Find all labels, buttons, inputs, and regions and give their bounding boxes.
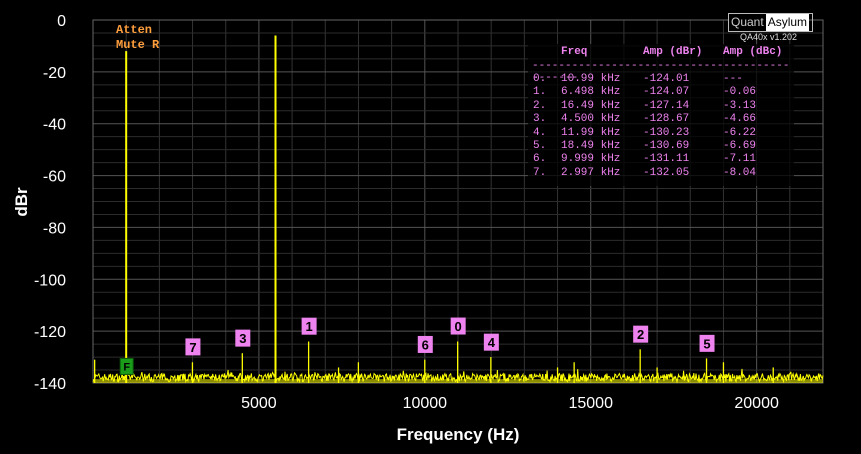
marker-label-2: 2 — [637, 327, 644, 342]
row-freq: 2.997 kHz — [561, 166, 621, 179]
header-dbr: Amp (dBr) — [643, 46, 703, 58]
row-freq: 6.498 kHz — [561, 86, 621, 99]
x-axis-title: Frequency (Hz) — [397, 425, 520, 444]
row-freq: 4.500 kHz — [561, 113, 621, 126]
row-dbc: -6.69 — [723, 140, 757, 152]
marker-box-5 — [699, 334, 715, 352]
fundamental-marker-box — [119, 357, 134, 375]
status-atten: Atten — [116, 23, 153, 37]
y-tick-label: -20 — [43, 65, 66, 82]
status-mute: Mute R — [116, 38, 160, 52]
row-index: 6. — [533, 153, 547, 166]
x-tick-label: 20000 — [734, 395, 779, 412]
row-dbc: -6.22 — [723, 126, 757, 139]
row-index: 5. — [533, 140, 547, 152]
row-dbc: --- — [723, 73, 743, 85]
spectrum-trace — [92, 35, 824, 384]
harmonics-table: Freq Amp (dBr) Amp (dBc) ---------------… — [528, 44, 794, 186]
marker-box-4 — [483, 333, 499, 351]
row-dbr: -130.69 — [643, 140, 690, 152]
row-dbc: -3.13 — [723, 99, 757, 112]
version-label: QA40x v1.202 — [740, 32, 798, 42]
table-separator: ----------------------------------------… — [532, 60, 790, 84]
row-index: 7. — [533, 166, 547, 179]
row-dbr: -131.11 — [643, 153, 690, 166]
row-dbr: -132.05 — [643, 166, 690, 179]
fundamental-marker-label: F — [123, 361, 130, 373]
y-tick-label: -120 — [34, 324, 66, 341]
table-header: Freq Amp (dBr) Amp (dBc) — [528, 46, 782, 59]
y-tick-label: -100 — [34, 272, 66, 289]
row-index: 1. — [533, 86, 547, 99]
x-tick-label: 5000 — [241, 395, 277, 412]
marker-box-3 — [235, 329, 251, 347]
y-tick-label: -80 — [43, 220, 66, 237]
row-index: 2. — [533, 99, 547, 112]
row-index: 3. — [533, 113, 547, 126]
row-index: 4. — [533, 126, 547, 139]
marker-box-0 — [450, 317, 466, 335]
row-dbc: -8.04 — [723, 166, 757, 179]
row-freq: 11.99 kHz — [561, 126, 621, 139]
row-freq: 16.49 kHz — [561, 99, 621, 112]
marker-box-2 — [633, 325, 649, 343]
header-freq: Freq — [561, 46, 588, 58]
logo-part2: Asylum — [765, 14, 810, 31]
marker-label-5: 5 — [703, 336, 710, 351]
marker-label-3: 3 — [239, 331, 246, 346]
y-tick-label: -140 — [34, 376, 66, 393]
row-freq: 10.99 kHz — [561, 73, 621, 85]
marker-label-7: 7 — [189, 340, 196, 355]
marker-box-1 — [301, 317, 317, 335]
marker-box-6 — [417, 335, 433, 353]
marker-label-1: 1 — [305, 319, 312, 334]
row-index: 0. — [533, 73, 547, 85]
row-dbr: -127.14 — [643, 99, 690, 112]
marker-label-0: 0 — [455, 319, 462, 334]
marker-label-4: 4 — [488, 335, 496, 350]
harmonic-markers: 0 1 2 3 4 5 6 7 F — [119, 317, 715, 375]
row-dbr: -128.67 — [643, 113, 690, 126]
y-axis-title: dBr — [12, 187, 31, 217]
row-dbr: -124.01 — [643, 73, 690, 85]
row-dbc: -7.11 — [723, 153, 757, 166]
y-tick-label: -60 — [43, 169, 66, 186]
row-freq: 9.999 kHz — [561, 153, 621, 166]
quantasylum-logo: Quant Asylum — [728, 13, 813, 32]
logo-part1: Quant — [729, 14, 766, 31]
row-dbc: -0.06 — [723, 86, 757, 99]
y-tick-label: 0 — [57, 13, 66, 30]
x-tick-label: 15000 — [568, 395, 613, 412]
row-dbc: -4.66 — [723, 113, 757, 126]
y-tick-label: -40 — [43, 117, 66, 134]
row-dbr: -124.07 — [643, 86, 690, 99]
header-dbc: Amp (dBc) — [723, 46, 783, 58]
marker-label-6: 6 — [422, 337, 429, 352]
tick-labels: 0 -20 -40 -60 -80 -100 -120 -140 5000 10000 15000 2… — [34, 13, 779, 412]
row-freq: 18.49 kHz — [561, 140, 621, 152]
row-dbr: -130.23 — [643, 126, 690, 139]
x-tick-label: 10000 — [403, 395, 448, 412]
marker-box-7 — [185, 338, 201, 356]
